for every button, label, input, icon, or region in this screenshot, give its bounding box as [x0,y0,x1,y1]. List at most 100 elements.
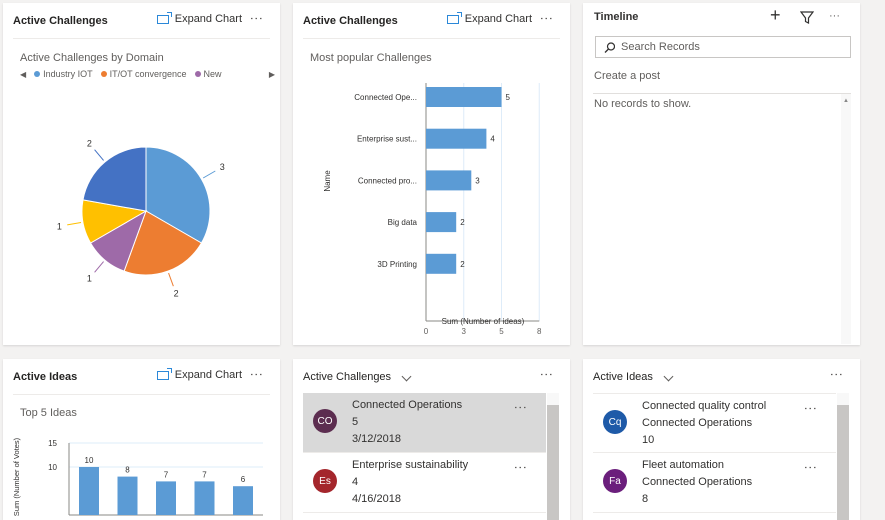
x-axis-title: Sum (Number of ideas) [442,317,525,326]
legend-item[interactable]: New [194,69,222,79]
empty-message: No records to show. [594,98,692,110]
legend-next-icon[interactable]: ▶ [268,69,275,79]
expand-icon [156,367,172,380]
add-icon[interactable]: + [770,5,781,25]
bar-chart: 15 10 10 8 7 7 6 Sum (Number of Votes) [12,437,263,516]
data-label: 10 [85,456,94,465]
list-item[interactable]: Fa Fleet automation Connected Operations… [593,453,836,513]
expand-label: Expand Chart [464,13,532,25]
leader-line [67,221,82,226]
card-header: Active Ideas Expand Chart ⋮ [13,359,270,395]
scrollbar[interactable] [837,393,849,520]
item-name: Enterprise sustainability [352,459,469,471]
category-label: Big data [388,218,418,227]
avatar: CO [313,409,337,433]
card-title: Active Challenges [303,14,398,27]
bar [233,486,253,515]
list-item[interactable]: Es Enterprise sustainability 4 4/16/2018… [303,453,546,513]
card-title: Active Ideas [13,370,78,383]
item-name: Connected quality control [642,400,767,412]
row-more-icon[interactable]: ⋮ [513,401,528,413]
scrollbar[interactable] [547,393,559,520]
x-tick-label: 3 [462,327,467,336]
item-date: 4/16/2018 [352,493,401,505]
search-placeholder: Search Records [621,41,700,53]
expand-icon [156,11,172,24]
item-votes: 10 [642,434,655,446]
data-label: 5 [506,93,511,102]
item-count: 4 [352,476,359,488]
bar [426,128,487,149]
item-votes: 8 [642,493,649,505]
list-item[interactable]: CO Connected Operations 5 3/12/2018 ⋮ [303,393,546,453]
scrollbar[interactable]: ▲ [841,94,851,344]
popular-challenges-card: Active Challenges Expand Chart ⋮ Most po… [293,3,570,345]
bar [79,467,99,515]
legend-prev-icon[interactable]: ◀ [20,69,27,79]
expand-chart-button[interactable]: Expand Chart [156,11,242,25]
data-label: 3 [475,176,480,185]
active-challenges-pie-card: Active Challenges Expand Chart ⋮ Active … [3,3,280,345]
bar [426,87,502,107]
data-label: 2 [87,139,92,149]
expand-chart-button[interactable]: Expand Chart [446,11,532,25]
active-challenges-list-card: Active Challenges ⋮ CO Connected Operati… [293,359,570,520]
card-title: Active Challenges [13,14,108,27]
item-date: 3/12/2018 [352,433,401,445]
filter-icon[interactable] [800,11,814,24]
more-options-icon[interactable]: ⋮ [829,368,844,380]
bar [426,170,472,191]
avatar: Fa [603,469,627,493]
row-more-icon[interactable]: ⋮ [803,461,818,473]
x-tick-label: 5 [499,327,504,336]
category-label: Connected pro... [358,176,417,185]
legend-item[interactable]: Industry IOT [34,69,93,79]
chevron-down-icon [663,371,674,382]
expand-label: Expand Chart [174,369,242,381]
row-more-icon[interactable]: ⋮ [513,461,528,473]
leader-line [168,272,174,287]
bar [194,481,215,515]
leader-line [94,149,104,161]
view-selector[interactable]: Active Ideas [593,371,674,383]
more-options-icon[interactable]: ⋮ [539,368,554,380]
more-options-icon[interactable]: ⋮ [249,368,264,380]
item-name: Connected Operations [352,399,463,411]
pie-slice [123,210,203,276]
scroll-up-icon[interactable]: ▲ [843,98,849,104]
pie-slice [82,146,147,212]
list-item[interactable]: Cq Connected quality control Connected O… [593,393,836,453]
search-records-input[interactable]: Search Records [595,36,851,58]
active-ideas-list-card: Active Ideas ⋮ Cq Connected quality cont… [583,359,860,520]
expand-chart-button[interactable]: Expand Chart [156,367,242,381]
chart-title: Active Challenges by Domain [20,52,164,64]
more-options-icon[interactable]: ··· [829,10,840,22]
chart-legend: ◀ Industry IOT IT/OT convergence New ▶ [20,69,275,79]
item-challenge: Connected Operations [642,476,753,488]
chart-title: Top 5 Ideas [20,407,77,419]
more-options-icon[interactable]: ⋮ [539,12,554,24]
data-label: 1 [87,273,92,283]
timeline-card: Timeline + ··· Search Records Create a p… [583,3,860,345]
bar [156,481,176,515]
data-label: 7 [164,470,169,479]
y-tick-label: 15 [48,439,57,448]
y-tick-label: 10 [48,463,57,472]
card-header: Active Challenges Expand Chart ⋮ [13,3,270,39]
card-header: Active Challenges ⋮ [303,359,560,395]
create-post-link[interactable]: Create a post [594,70,661,82]
leader-line [202,170,216,179]
timeline-title: Timeline [594,11,639,23]
records-area: No records to show. ▲ [593,93,851,344]
data-label: 8 [125,466,130,475]
more-options-icon[interactable]: ⋮ [249,12,264,24]
data-label: 3 [220,162,225,172]
legend-item[interactable]: IT/OT convergence [100,69,187,79]
x-tick-label: 0 [424,327,429,336]
view-selector[interactable]: Active Challenges [303,371,412,383]
y-axis-title: Sum (Number of Votes) [12,437,21,516]
avatar: Cq [603,410,627,434]
item-name: Fleet automation [642,459,724,471]
row-more-icon[interactable]: ⋮ [803,402,818,414]
expand-label: Expand Chart [174,13,242,25]
